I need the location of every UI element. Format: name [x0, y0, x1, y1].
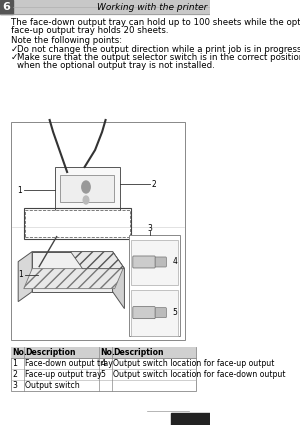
Bar	[131, 290, 178, 336]
Text: The face-down output tray can hold up to 100 sheets while the optional: The face-down output tray can hold up to…	[11, 18, 300, 27]
FancyBboxPatch shape	[155, 257, 166, 267]
Text: Face-up output tray: Face-up output tray	[25, 370, 102, 379]
Bar	[55, 167, 119, 212]
Text: Description: Description	[25, 348, 76, 357]
FancyBboxPatch shape	[133, 256, 155, 268]
Text: ✓: ✓	[11, 45, 18, 54]
Circle shape	[83, 196, 89, 204]
Text: 1: 1	[18, 270, 23, 279]
Text: 2: 2	[13, 370, 17, 379]
Polygon shape	[18, 252, 32, 302]
Text: No.: No.	[101, 348, 116, 357]
Polygon shape	[112, 252, 124, 309]
Text: face-up output tray holds 20 sheets.: face-up output tray holds 20 sheets.	[11, 26, 169, 35]
Text: 3: 3	[147, 224, 152, 233]
Bar	[11, 347, 196, 391]
Text: 1: 1	[17, 185, 22, 195]
Bar	[129, 235, 180, 336]
Text: 5: 5	[173, 308, 178, 317]
FancyBboxPatch shape	[155, 308, 166, 317]
Text: Face-down output tray: Face-down output tray	[25, 359, 113, 368]
Text: 2: 2	[151, 179, 156, 189]
Text: 1: 1	[13, 359, 18, 368]
Text: 3: 3	[13, 381, 17, 390]
Bar	[24, 208, 131, 239]
Circle shape	[82, 181, 90, 193]
FancyBboxPatch shape	[133, 307, 155, 319]
Text: 6: 6	[2, 2, 10, 12]
Text: Note the following points:: Note the following points:	[11, 36, 122, 45]
Bar	[11, 347, 196, 358]
Bar	[171, 413, 210, 425]
Text: No.: No.	[13, 348, 28, 357]
Text: Make sure that the output selector switch is in the correct position: Make sure that the output selector switc…	[17, 53, 300, 62]
Bar	[25, 210, 130, 237]
Text: Description: Description	[113, 348, 164, 357]
Text: Do not change the output direction while a print job is in progress.: Do not change the output direction while…	[17, 45, 300, 54]
Text: when the optional output tray is not installed.: when the optional output tray is not ins…	[17, 61, 214, 70]
Text: 4: 4	[101, 359, 106, 368]
Polygon shape	[70, 252, 124, 269]
Text: ✓: ✓	[11, 53, 18, 62]
Bar	[0, 0, 210, 14]
Polygon shape	[32, 252, 124, 269]
Polygon shape	[32, 252, 112, 292]
Bar	[11, 122, 184, 340]
Bar	[60, 175, 114, 202]
Bar	[0, 0, 13, 14]
Text: Output switch location for face-up output: Output switch location for face-up outpu…	[113, 359, 274, 368]
Text: 4: 4	[173, 258, 178, 266]
Text: Working with the printer: Working with the printer	[97, 3, 207, 11]
Polygon shape	[24, 269, 123, 289]
Bar	[131, 240, 178, 285]
Text: Output switch: Output switch	[25, 381, 80, 390]
Text: Output switch location for face-down output: Output switch location for face-down out…	[113, 370, 286, 379]
Text: 5: 5	[101, 370, 106, 379]
